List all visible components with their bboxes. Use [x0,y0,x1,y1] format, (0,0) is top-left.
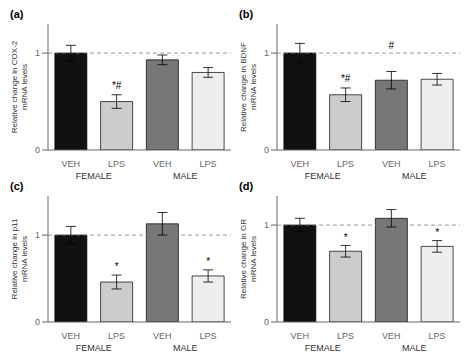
svg-text:VEH: VEH [382,159,401,169]
svg-text:Relative change in p11mRNA lev: Relative change in p11mRNA levels [10,218,29,299]
svg-text:MALE: MALE [173,171,198,180]
svg-text:FEMALE: FEMALE [76,171,112,180]
svg-text:LPS: LPS [200,159,217,169]
html-text:(d): (d) [239,180,253,192]
svg-text:LPS: LPS [429,159,446,169]
svg-text:LPS: LPS [337,159,354,169]
svg-text:Relative change in GRmRNA leve: Relative change in GRmRNA levels [239,219,258,299]
svg-text:VEH: VEH [291,159,310,169]
svg-text:*: * [115,261,119,272]
svg-text:LPS: LPS [108,159,125,169]
svg-text:FEMALE: FEMALE [76,343,112,352]
svg-text:1: 1 [264,48,269,58]
svg-text:#: # [389,40,395,51]
svg-text:LPS: LPS [337,331,354,341]
svg-text:LPS: LPS [200,331,217,341]
svg-text:MALE: MALE [402,343,427,352]
svg-text:MALE: MALE [173,343,198,352]
svg-text:1: 1 [35,230,40,240]
svg-text:VEH: VEH [153,331,172,341]
svg-text:*: * [435,227,439,238]
svg-text:1: 1 [35,48,40,58]
svg-text:FEMALE: FEMALE [305,171,341,180]
html-text:(c): (c) [10,180,24,192]
svg-text:LPS: LPS [429,331,446,341]
svg-text:LPS: LPS [108,331,125,341]
svg-text:VEH: VEH [382,331,401,341]
svg-text:0: 0 [264,145,269,155]
html-text:(a): (a) [10,8,24,20]
svg-text:VEH: VEH [62,331,81,341]
svg-text:MALE: MALE [402,171,427,180]
svg-text:FEMALE: FEMALE [305,343,341,352]
svg-text:Relative change in BDNFmRNA le: Relative change in BDNFmRNA levels [239,42,258,132]
svg-text:VEH: VEH [62,159,81,169]
svg-text:*#: *# [112,80,122,91]
svg-text:VEH: VEH [153,159,172,169]
svg-text:0: 0 [35,145,40,155]
svg-text:*#: *# [341,73,351,84]
svg-text:*: * [344,232,348,243]
svg-text:VEH: VEH [291,331,310,341]
html-text:(b): (b) [239,8,253,20]
svg-text:0: 0 [264,317,269,327]
svg-text:*: * [206,256,210,267]
svg-text:0: 0 [35,317,40,327]
svg-text:1: 1 [264,220,269,230]
svg-text:Relative change in COX-2mRNA l: Relative change in COX-2mRNA levels [10,40,29,133]
